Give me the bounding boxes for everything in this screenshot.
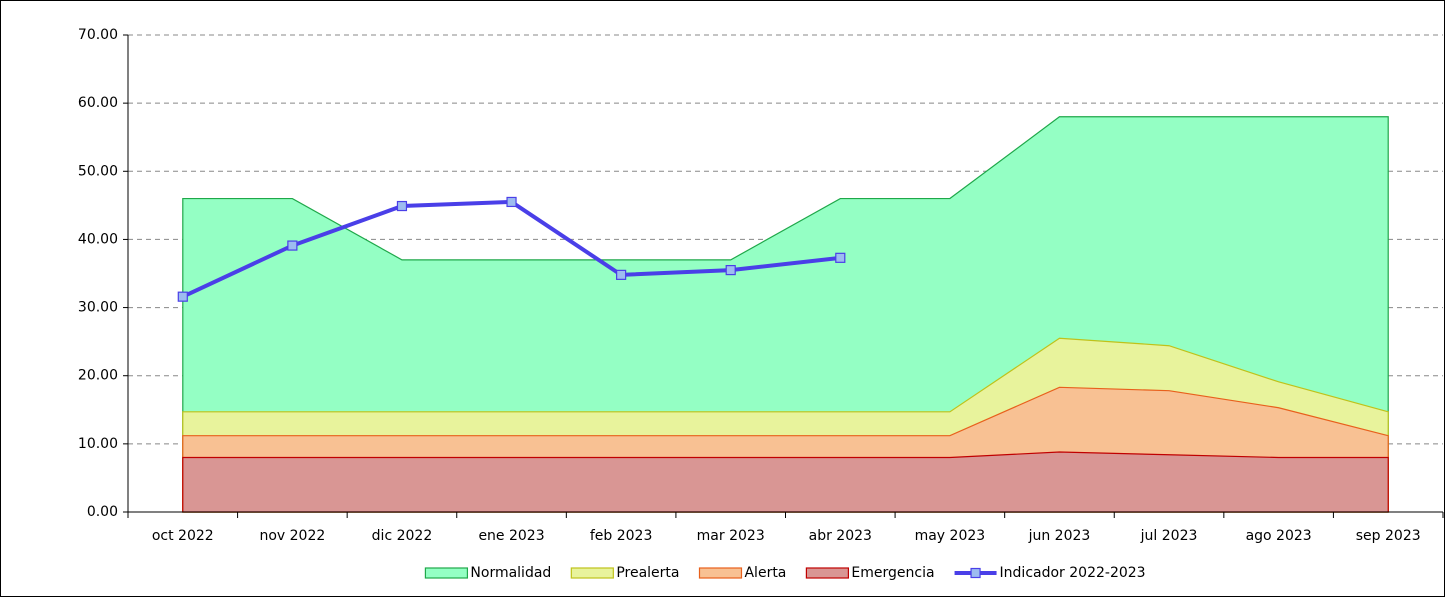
y-tick-label: 60.00 <box>78 95 118 111</box>
legend-label: Emergencia <box>851 565 934 581</box>
legend-swatch <box>698 567 743 579</box>
legend-label: Normalidad <box>470 565 551 581</box>
y-tick-label: 20.00 <box>78 368 118 384</box>
y-tick-label: 10.00 <box>78 436 118 452</box>
x-tick-label: feb 2023 <box>590 528 653 544</box>
marker <box>835 252 846 263</box>
y-tick-label: 40.00 <box>78 231 118 247</box>
legend-label: Alerta <box>744 565 786 581</box>
x-tick-label: dic 2022 <box>372 528 433 544</box>
legend-swatch <box>805 567 849 579</box>
legend-label: Prealerta <box>616 565 679 581</box>
x-tick-label: jul 2023 <box>1140 528 1198 544</box>
marker <box>616 269 627 280</box>
y-tick-label: 30.00 <box>78 300 118 316</box>
x-tick-label: abr 2023 <box>809 528 872 544</box>
x-tick-label: ago 2023 <box>1246 528 1312 544</box>
marker <box>725 264 736 276</box>
x-tick-label: jun 2023 <box>1028 528 1091 544</box>
legend-swatch <box>970 567 981 579</box>
x-tick-label: mar 2023 <box>697 528 765 544</box>
marker <box>287 240 298 251</box>
x-tick-label: nov 2022 <box>259 528 325 544</box>
legend-swatch <box>570 567 614 579</box>
x-tick-label: sep 2023 <box>1356 528 1421 544</box>
legend-label: Indicador 2022-2023 <box>1000 565 1146 581</box>
x-tick-label: oct 2022 <box>152 528 214 544</box>
x-tick-label: may 2023 <box>915 528 986 544</box>
y-tick-label: 50.00 <box>78 163 118 179</box>
y-tick-label: 0.00 <box>87 504 118 520</box>
marker <box>396 200 408 212</box>
legend-swatch <box>424 567 469 579</box>
area <box>182 451 1389 513</box>
marker <box>506 196 517 208</box>
x-tick-label: ene 2023 <box>478 528 544 544</box>
y-tick-label: 70.00 <box>78 27 118 43</box>
marker <box>177 291 188 302</box>
